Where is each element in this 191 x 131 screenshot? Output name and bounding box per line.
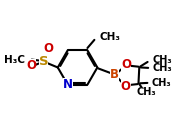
Text: O: O [26, 59, 36, 72]
Text: CH₃: CH₃ [152, 78, 172, 88]
Text: CH₃: CH₃ [136, 87, 156, 97]
Text: O: O [121, 58, 131, 71]
Text: N: N [63, 78, 73, 91]
Text: CH₃: CH₃ [100, 32, 121, 42]
Text: S: S [39, 55, 48, 68]
Text: B: B [110, 69, 119, 81]
Text: H₃C: H₃C [4, 55, 25, 65]
Text: CH₃: CH₃ [153, 63, 172, 73]
Text: O: O [121, 80, 131, 93]
Text: CH₃: CH₃ [153, 55, 172, 65]
Text: O: O [43, 42, 53, 55]
